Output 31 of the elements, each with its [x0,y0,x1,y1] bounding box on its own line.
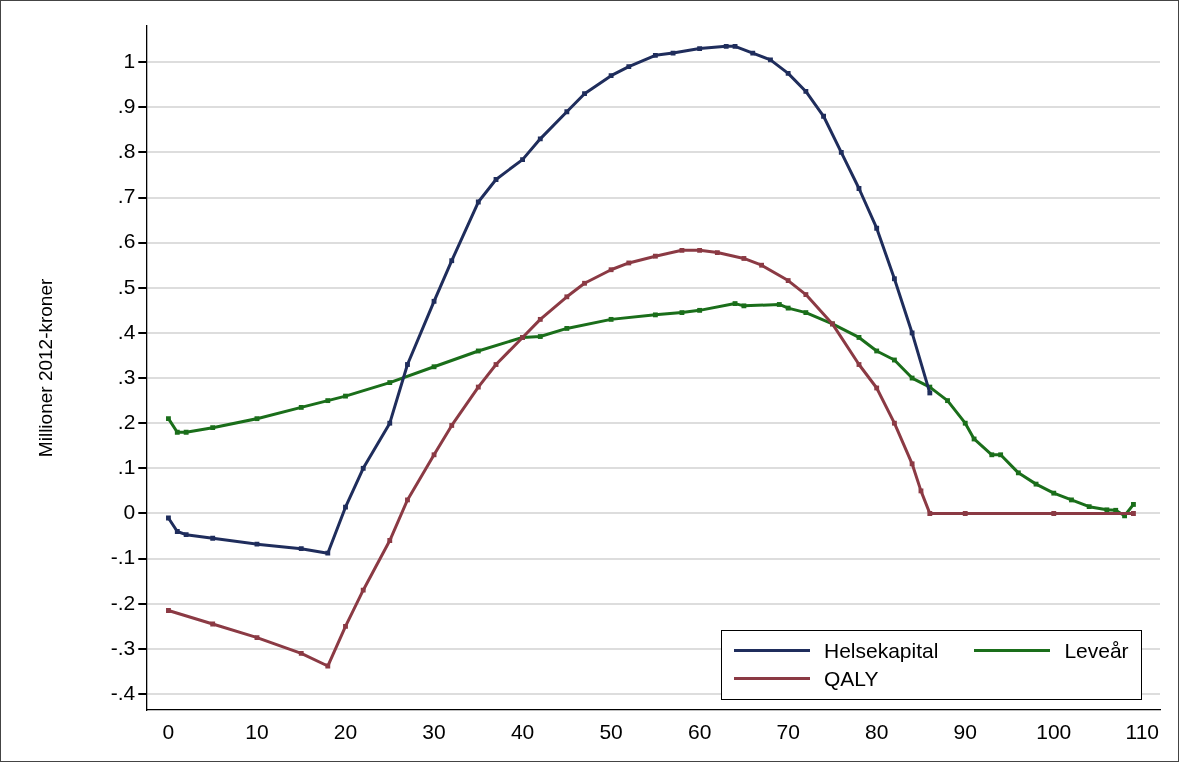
y-tick-label: -.3 [110,635,136,659]
y-tick-label: -.4 [110,680,136,704]
y-tick-label: 0 [123,500,136,524]
x-tick-label: 100 [1036,720,1072,744]
x-tick-label: 20 [333,720,358,744]
x-tick-label: 90 [953,720,977,744]
y-tick-label: -.1 [110,545,136,569]
legend-label: QALY [824,666,879,691]
x-tick-label: 0 [162,720,175,744]
legend-label: Helsekapital [824,638,939,663]
y-tick-label: .9 [117,94,136,118]
x-tick-label: 60 [687,720,712,744]
x-tick-label: 80 [865,720,889,744]
y-tick-label: .6 [117,229,136,253]
y-tick-label: -.2 [110,590,136,614]
y-tick-label: .8 [117,139,136,163]
y-tick-label: .5 [117,274,136,298]
x-tick-label: 10 [245,720,269,744]
x-tick-label: 110 [1125,720,1160,744]
x-tick-label: 70 [776,720,800,744]
y-tick-label: 1 [123,48,136,72]
y-axis-title: Millioner 2012-kroner [34,277,56,458]
y-tick-label: .3 [117,364,136,388]
x-tick-label: 50 [599,720,623,744]
y-tick-label: .7 [117,184,136,208]
x-tick-label: 30 [422,720,446,744]
y-tick-label: .2 [117,409,136,433]
x-tick-label: 40 [510,720,535,744]
y-tick-label: .1 [117,455,136,479]
y-tick-label: .4 [117,319,136,343]
legend-label: Leveår [1064,638,1129,663]
